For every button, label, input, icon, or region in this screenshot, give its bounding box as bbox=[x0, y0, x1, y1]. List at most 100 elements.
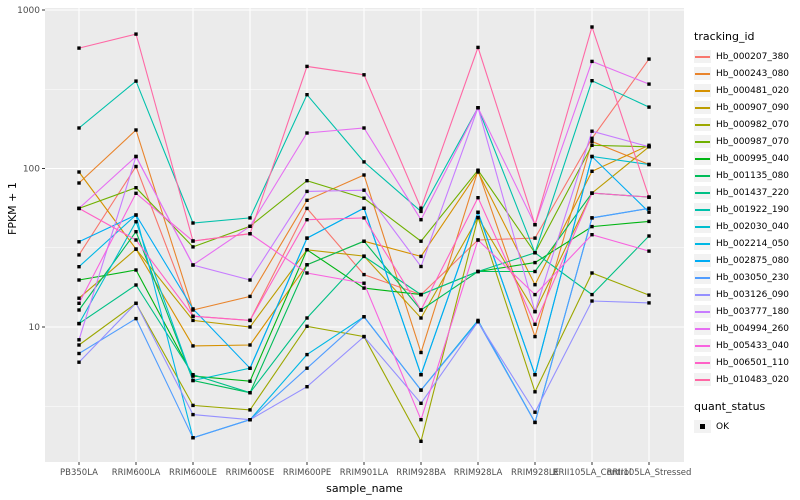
data-point bbox=[134, 301, 138, 305]
legend-entry-Hb_001437_220: Hb_001437_220 bbox=[694, 186, 798, 199]
data-point bbox=[77, 181, 81, 185]
data-point bbox=[419, 439, 423, 443]
data-point bbox=[77, 343, 81, 347]
data-point bbox=[476, 170, 480, 174]
data-point bbox=[362, 196, 366, 200]
data-point bbox=[77, 278, 81, 282]
legend-entry-label: Hb_004994_260 bbox=[716, 323, 790, 334]
legend-key bbox=[694, 101, 711, 114]
legend-entry-label: Hb_010483_020 bbox=[716, 374, 790, 385]
legend-entry-Hb_002030_040: Hb_002030_040 bbox=[694, 220, 798, 233]
data-point bbox=[305, 93, 309, 97]
legend-key-line-icon bbox=[695, 362, 710, 364]
data-point bbox=[305, 189, 309, 194]
axes: 10 100 1000 PB350LA RRIM600LA RRIM600LE RRIM60… bbox=[17, 6, 691, 478]
data-point bbox=[77, 296, 81, 300]
data-point bbox=[647, 301, 651, 305]
legend-key-line-icon bbox=[695, 73, 710, 75]
data-point bbox=[647, 234, 651, 238]
x-tick-label: RRIM600LE bbox=[169, 468, 217, 478]
legend-key-line-icon bbox=[695, 328, 710, 330]
data-point bbox=[305, 271, 309, 275]
data-point bbox=[305, 352, 309, 357]
legend-entry-Hb_001922_190: Hb_001922_190 bbox=[694, 203, 798, 216]
data-point bbox=[134, 164, 138, 169]
y-tick-label: 1000 bbox=[17, 6, 40, 16]
data-point bbox=[590, 143, 594, 147]
data-point bbox=[476, 168, 480, 172]
data-point bbox=[134, 238, 138, 242]
legend-key bbox=[694, 203, 711, 216]
data-point bbox=[191, 403, 195, 408]
data-point bbox=[134, 186, 138, 190]
data-point bbox=[305, 179, 309, 183]
data-point bbox=[533, 269, 537, 274]
data-point bbox=[134, 283, 138, 287]
data-point bbox=[590, 233, 594, 237]
data-point bbox=[305, 263, 309, 267]
data-point bbox=[533, 309, 537, 314]
legend-entry-Hb_004994_260: Hb_004994_260 bbox=[694, 322, 798, 335]
data-point bbox=[590, 299, 594, 303]
x-axis-title: sample_name bbox=[326, 482, 403, 495]
data-point bbox=[590, 292, 594, 297]
legend-key-line-icon bbox=[695, 107, 710, 109]
legend-entry-label: Hb_005433_040 bbox=[716, 340, 790, 351]
data-point bbox=[191, 318, 195, 323]
legend-entry-Hb_006501_110: Hb_006501_110 bbox=[694, 356, 798, 369]
data-point bbox=[419, 308, 423, 312]
quant-status-legend-entries: OK bbox=[694, 420, 798, 433]
legend-key-line-icon bbox=[695, 345, 710, 347]
data-point bbox=[77, 206, 81, 211]
data-point bbox=[476, 215, 480, 220]
x-tick-label: RRIM928BA bbox=[396, 468, 446, 478]
legend-key-line-icon bbox=[695, 90, 710, 92]
data-point bbox=[248, 408, 252, 412]
tracking-id-legend-entries: Hb_000207_380 Hb_000243_080 Hb_000481_020 H… bbox=[694, 50, 798, 386]
data-point bbox=[533, 223, 537, 227]
data-point bbox=[305, 324, 309, 328]
data-point bbox=[419, 254, 423, 259]
data-point bbox=[533, 373, 537, 377]
data-point bbox=[77, 170, 81, 174]
legend-key-line-icon bbox=[695, 158, 710, 160]
legend-key bbox=[694, 67, 711, 80]
data-point bbox=[419, 418, 423, 422]
data-point bbox=[248, 418, 252, 422]
data-point bbox=[248, 224, 252, 228]
data-point bbox=[191, 436, 195, 440]
data-point bbox=[590, 25, 594, 29]
data-point bbox=[533, 420, 537, 425]
data-point bbox=[77, 240, 81, 244]
legend-key bbox=[694, 118, 711, 131]
data-point bbox=[590, 139, 594, 144]
x-tick-label: RRII105LA_Control bbox=[553, 468, 632, 478]
legend-entry-Hb_003126_090: Hb_003126_090 bbox=[694, 288, 798, 301]
data-point bbox=[134, 247, 138, 251]
legend-key bbox=[694, 339, 711, 352]
data-point bbox=[77, 360, 81, 364]
legend-entry-Hb_005433_040: Hb_005433_040 bbox=[694, 339, 798, 352]
data-point bbox=[191, 314, 195, 318]
data-point bbox=[419, 239, 423, 243]
legend-key-line-icon bbox=[695, 379, 710, 381]
data-point bbox=[248, 391, 252, 395]
data-point bbox=[134, 230, 138, 234]
data-point bbox=[647, 57, 651, 61]
point-marker-icon bbox=[700, 424, 705, 429]
data-point bbox=[419, 316, 423, 320]
legend-entry-label: Hb_001437_220 bbox=[716, 187, 790, 198]
data-point bbox=[191, 307, 195, 311]
data-point bbox=[305, 64, 309, 69]
legend-key bbox=[694, 50, 711, 63]
legend-entry-label: Hb_000481_020 bbox=[716, 85, 790, 96]
data-point bbox=[305, 366, 309, 370]
data-point bbox=[590, 136, 594, 140]
legend-entry-Hb_000982_070: Hb_000982_070 bbox=[694, 118, 798, 131]
legend-key-line-icon bbox=[695, 311, 710, 313]
data-point bbox=[476, 106, 480, 110]
y-tick-label: 10 bbox=[29, 323, 41, 333]
x-tick-label: RRII105LA_Stressed bbox=[607, 468, 692, 478]
data-point bbox=[647, 162, 651, 167]
